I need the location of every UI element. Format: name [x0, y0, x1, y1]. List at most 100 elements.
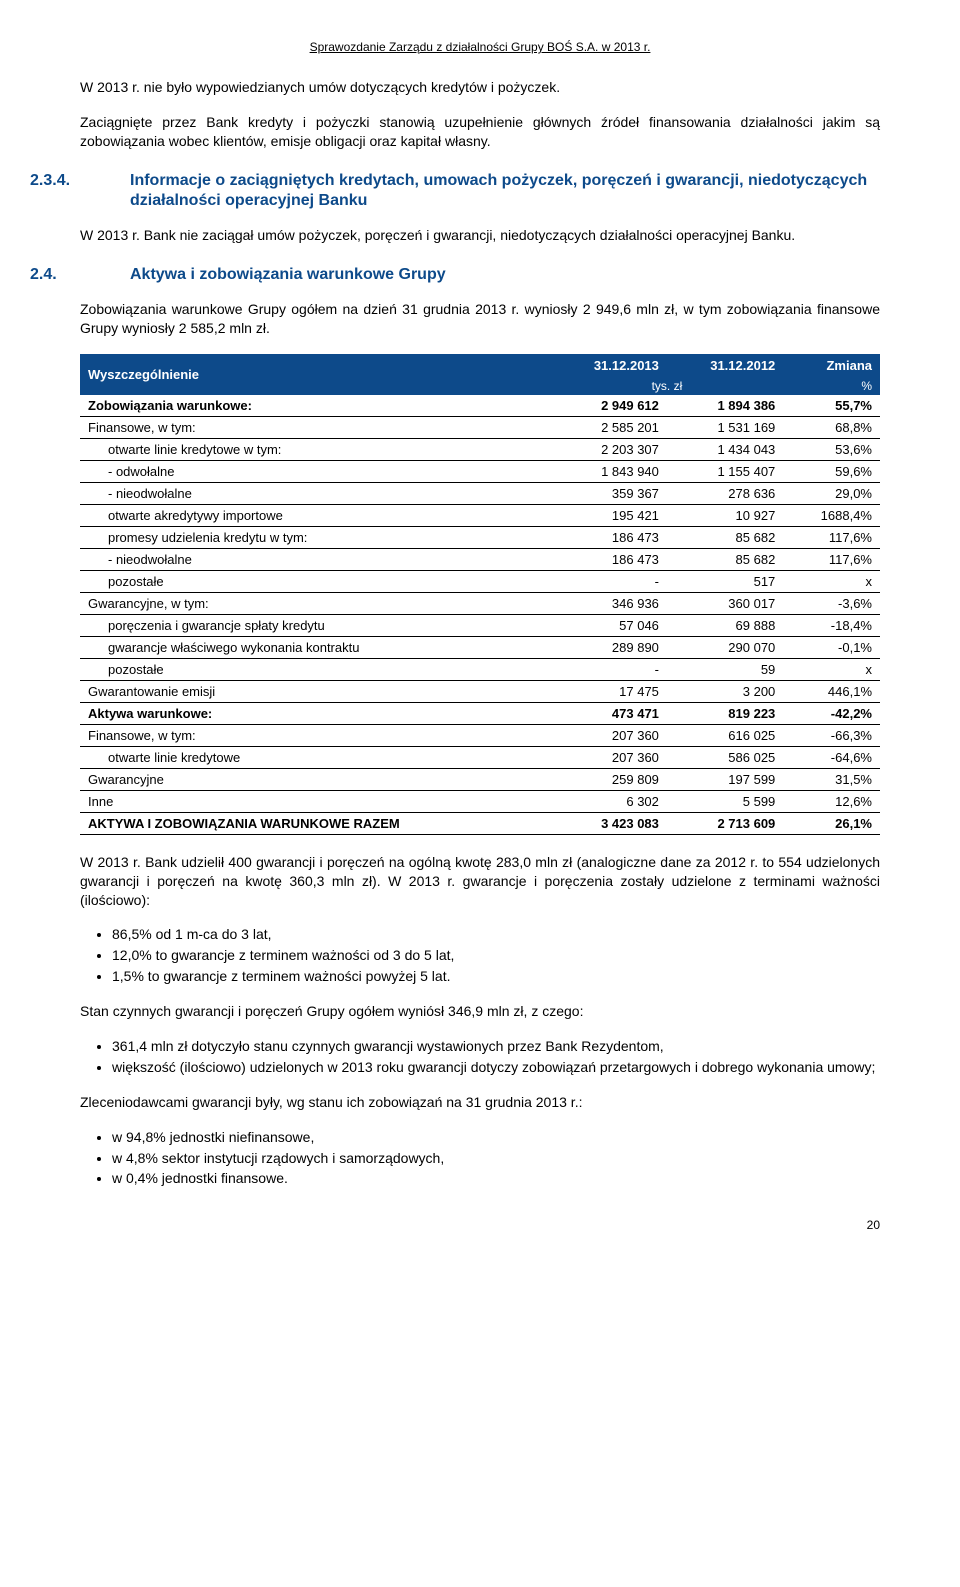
cell-2012: 1 531 169 [667, 416, 783, 438]
cell-2013: 3 423 083 [551, 812, 667, 834]
cell-2013: - [551, 570, 667, 592]
cell-label: Gwarancyjne, w tym: [80, 592, 551, 614]
cell-2012: 1 434 043 [667, 438, 783, 460]
cell-2012: 517 [667, 570, 783, 592]
cell-label: Inne [80, 790, 551, 812]
cell-change: -0,1% [783, 636, 880, 658]
cell-2012: 10 927 [667, 504, 783, 526]
list-item: 86,5% od 1 m-ca do 3 lat, [112, 925, 880, 944]
table-row: Gwarancyjne259 809197 59931,5% [80, 768, 880, 790]
table-row: - nieodwołalne359 367278 63629,0% [80, 482, 880, 504]
cell-label: Zobowiązania warunkowe: [80, 395, 551, 417]
table-row: - odwołalne1 843 9401 155 40759,6% [80, 460, 880, 482]
cell-2013: 186 473 [551, 548, 667, 570]
cell-2013: 1 843 940 [551, 460, 667, 482]
cell-change: 446,1% [783, 680, 880, 702]
table-row: Gwarantowanie emisji17 4753 200446,1% [80, 680, 880, 702]
cell-2013: 2 949 612 [551, 395, 667, 417]
list-item: w 0,4% jednostki finansowe. [112, 1169, 880, 1188]
list-item: większość (ilościowo) udzielonych w 2013… [112, 1058, 880, 1077]
cell-2012: 3 200 [667, 680, 783, 702]
table-row: Finansowe, w tym:207 360616 025-66,3% [80, 724, 880, 746]
table-row: pozostałe-59x [80, 658, 880, 680]
cell-2012: 360 017 [667, 592, 783, 614]
cell-2013: 473 471 [551, 702, 667, 724]
col-2013: 31.12.2013 [551, 354, 667, 377]
col-unit-tyszl: tys. zł [551, 377, 784, 395]
list-item: w 4,8% sektor instytucji rządowych i sam… [112, 1149, 880, 1168]
cell-change: 117,6% [783, 548, 880, 570]
cell-2013: 57 046 [551, 614, 667, 636]
cell-label: Gwarancyjne [80, 768, 551, 790]
report-header: Sprawozdanie Zarządu z działalności Grup… [80, 40, 880, 54]
table-row: otwarte linie kredytowe207 360586 025-64… [80, 746, 880, 768]
table-row: Inne6 3025 59912,6% [80, 790, 880, 812]
cell-2013: 289 890 [551, 636, 667, 658]
cell-2012: 69 888 [667, 614, 783, 636]
cell-2013: - [551, 658, 667, 680]
after-p3: Zleceniodawcami gwarancji były, wg stanu… [80, 1093, 880, 1112]
cell-2012: 197 599 [667, 768, 783, 790]
cell-label: otwarte linie kredytowe w tym: [80, 438, 551, 460]
bullets-terms: 86,5% od 1 m-ca do 3 lat,12,0% to gwaran… [80, 925, 880, 986]
cell-label: AKTYWA I ZOBOWIĄZANIA WARUNKOWE RAZEM [80, 812, 551, 834]
cell-change: 68,8% [783, 416, 880, 438]
cell-label: - nieodwołalne [80, 548, 551, 570]
cell-label: - odwołalne [80, 460, 551, 482]
cell-change: -64,6% [783, 746, 880, 768]
bullets-clients: w 94,8% jednostki niefinansowe,w 4,8% se… [80, 1128, 880, 1189]
cell-2013: 2 203 307 [551, 438, 667, 460]
cell-2013: 207 360 [551, 724, 667, 746]
cell-label: Aktywa warunkowe: [80, 702, 551, 724]
table-row: - nieodwołalne186 47385 682117,6% [80, 548, 880, 570]
table-row: otwarte linie kredytowe w tym:2 203 3071… [80, 438, 880, 460]
list-item: 1,5% to gwarancje z terminem ważności po… [112, 967, 880, 986]
cell-label: otwarte linie kredytowe [80, 746, 551, 768]
cell-2013: 207 360 [551, 746, 667, 768]
col-change: Zmiana [783, 354, 880, 377]
cell-label: Finansowe, w tym: [80, 416, 551, 438]
cell-2013: 186 473 [551, 526, 667, 548]
table-row: gwarancje właściwego wykonania kontraktu… [80, 636, 880, 658]
table-row: Zobowiązania warunkowe:2 949 6121 894 38… [80, 395, 880, 417]
cell-change: -42,2% [783, 702, 880, 724]
cell-change: -66,3% [783, 724, 880, 746]
page-number: 20 [80, 1218, 880, 1232]
table-row: Aktywa warunkowe:473 471819 223-42,2% [80, 702, 880, 724]
cell-2013: 195 421 [551, 504, 667, 526]
after-p1: W 2013 r. Bank udzielił 400 gwarancji i … [80, 853, 880, 910]
cell-label: pozostałe [80, 658, 551, 680]
table-row: Gwarancyjne, w tym:346 936360 017-3,6% [80, 592, 880, 614]
section-234-p1: W 2013 r. Bank nie zaciągał umów pożycze… [80, 226, 880, 245]
intro-p1: W 2013 r. nie było wypowiedzianych umów … [80, 78, 880, 97]
list-item: 361,4 mln zł dotyczyło stanu czynnych gw… [112, 1037, 880, 1056]
cell-2013: 2 585 201 [551, 416, 667, 438]
cell-label: Finansowe, w tym: [80, 724, 551, 746]
cell-2013: 346 936 [551, 592, 667, 614]
cell-2012: 2 713 609 [667, 812, 783, 834]
cell-change: -18,4% [783, 614, 880, 636]
cell-2012: 819 223 [667, 702, 783, 724]
cell-change: 29,0% [783, 482, 880, 504]
cell-change: x [783, 658, 880, 680]
contingent-table: Wyszczególnienie 31.12.2013 31.12.2012 Z… [80, 354, 880, 835]
cell-change: 26,1% [783, 812, 880, 834]
table-row: Finansowe, w tym:2 585 2011 531 16968,8% [80, 416, 880, 438]
table-row: poręczenia i gwarancje spłaty kredytu57 … [80, 614, 880, 636]
cell-change: 59,6% [783, 460, 880, 482]
col-label: Wyszczególnienie [80, 354, 551, 395]
section-234-title: Informacje o zaciągniętych kredytach, um… [130, 172, 867, 210]
cell-2012: 59 [667, 658, 783, 680]
table-row: otwarte akredytywy importowe195 42110 92… [80, 504, 880, 526]
col-unit-pct: % [783, 377, 880, 395]
section-234-heading: 2.3.4.Informacje o zaciągniętych kredyta… [80, 171, 880, 213]
table-row: promesy udzielenia kredytu w tym:186 473… [80, 526, 880, 548]
cell-2012: 85 682 [667, 548, 783, 570]
cell-change: x [783, 570, 880, 592]
cell-2013: 359 367 [551, 482, 667, 504]
section-234-num: 2.3.4. [80, 171, 130, 192]
section-24-heading: 2.4.Aktywa i zobowiązania warunkowe Grup… [80, 265, 880, 286]
cell-change: -3,6% [783, 592, 880, 614]
cell-2012: 5 599 [667, 790, 783, 812]
cell-label: gwarancje właściwego wykonania kontraktu [80, 636, 551, 658]
